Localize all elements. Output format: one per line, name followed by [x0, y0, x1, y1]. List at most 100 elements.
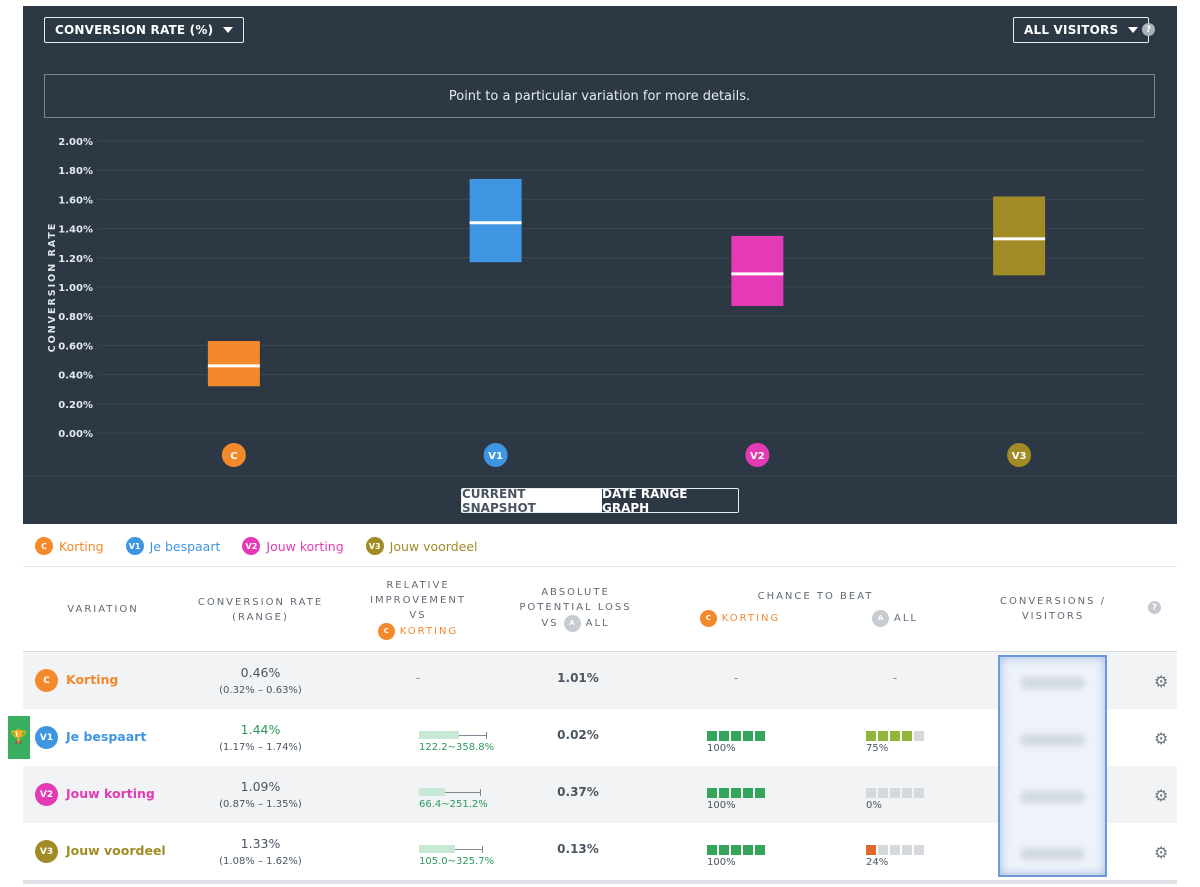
legend-label: Jouw korting: [266, 538, 344, 554]
header-vs-line: VS: [409, 610, 427, 621]
header-chance-to-beat: CHANCE TO BEAT: [757, 591, 874, 602]
improvement-range-bar: [419, 731, 459, 739]
chance-to-beat-all: 0%: [866, 800, 882, 811]
header-potential-loss: ABSOLUTE POTENTIAL LOSS VS A ALL: [513, 585, 638, 632]
variation-badge: V3: [35, 840, 58, 863]
x-badge-v3[interactable]: [1007, 443, 1032, 467]
range-box-v2[interactable]: [731, 235, 784, 306]
conversion-rate-cell: 1.09% (0.87% – 1.35%): [198, 778, 323, 814]
metric-dropdown[interactable]: CONVERSION RATE (%): [44, 17, 245, 43]
legend-label: Jouw voordeel: [389, 538, 478, 554]
legend-item: C Korting: [35, 537, 104, 555]
header-baseline: C KORTING: [377, 623, 458, 640]
variation-name[interactable]: Jouw voordeel: [66, 843, 166, 858]
chance-square: [890, 788, 900, 798]
header-relative-improvement: RELATIVE IMPROVEMENT VS C KORTING: [358, 578, 478, 640]
chance-square: [731, 788, 741, 798]
blurred-value: [1020, 791, 1085, 803]
range-box-c[interactable]: [207, 341, 260, 387]
gear-icon[interactable]: ⚙: [1154, 843, 1169, 862]
help-icon[interactable]: ?: [1142, 23, 1155, 36]
relative-improvement: 66.4~251.2%: [419, 799, 488, 810]
variation-name[interactable]: Je bespaart: [66, 729, 147, 744]
range-box-v1[interactable]: [469, 178, 522, 263]
chance-square: [866, 731, 876, 741]
table-bottom-border: [23, 880, 1177, 884]
conversion-rate: 1.09%: [240, 779, 281, 794]
improvement-cap: [482, 846, 483, 853]
gear-icon[interactable]: ⚙: [1154, 672, 1169, 691]
tab-current-snapshot[interactable]: CURRENT SNAPSHOT: [462, 489, 602, 512]
header-conversion-rate: CONVERSION RATE (RANGE): [193, 595, 328, 625]
tab-date-range-graph[interactable]: DATE RANGE GRAPH: [602, 489, 738, 512]
chance-square: [878, 845, 888, 855]
chance-square: [719, 788, 729, 798]
chance-squares-all: [866, 788, 924, 798]
chance-square: [878, 731, 888, 741]
improvement-range-bar: [419, 845, 455, 853]
chance-square: [755, 788, 765, 798]
y-axis-label: CONVERSION RATE: [47, 222, 58, 353]
chance-square: [890, 845, 900, 855]
header-chance-all-group: A ALL: [872, 610, 918, 627]
median-line-v2: [731, 272, 784, 276]
y-tick-label: 1.80%: [58, 166, 93, 177]
legend-item: V2 Jouw korting: [242, 537, 344, 555]
gear-icon[interactable]: ⚙: [1154, 786, 1169, 805]
chance-korting-label: KORTING: [721, 613, 781, 624]
chance-square: [743, 731, 753, 741]
improvement-range-bar: [419, 788, 445, 796]
y-tick-label: 1.20%: [58, 254, 93, 265]
legend-label: Korting: [59, 538, 104, 554]
blurred-value: [1020, 677, 1085, 689]
header-chance-baseline: C KORTING: [695, 610, 785, 627]
chance-square: [890, 731, 900, 741]
segment-dropdown[interactable]: ALL VISITORS: [1013, 17, 1150, 43]
chance-square: [731, 845, 741, 855]
header-improvement-line: IMPROVEMENT: [370, 595, 466, 606]
y-tick-label: 1.00%: [58, 283, 93, 294]
chance-square: [914, 788, 924, 798]
x-tick-label: V3: [1012, 451, 1027, 462]
x-tick-label: C: [230, 451, 237, 462]
relative-improvement: 105.0~325.7%: [419, 856, 495, 867]
help-icon[interactable]: ?: [1148, 601, 1161, 614]
potential-loss: 0.13%: [557, 842, 599, 856]
header-chance-korting: C KORTING: [699, 610, 781, 627]
conversion-range: (0.32% – 0.63%): [219, 685, 302, 696]
conversion-rate-cell: 0.46% (0.32% – 0.63%): [198, 664, 323, 700]
conversion-range: (0.87% – 1.35%): [219, 799, 302, 810]
relative-improvement: -: [415, 671, 421, 685]
x-badge-v1[interactable]: [483, 443, 508, 467]
range-box-v3[interactable]: [993, 196, 1046, 276]
median-line-c: [207, 364, 260, 368]
segment-dropdown-label: ALL VISITORS: [1024, 23, 1119, 37]
chevron-down-icon: [223, 27, 234, 33]
y-tick-label: 1.60%: [58, 195, 93, 206]
chance-square: [755, 845, 765, 855]
gear-icon[interactable]: ⚙: [1154, 729, 1169, 748]
table-row: V2 Jouw korting 1.09% (0.87% – 1.35%) 66…: [23, 766, 1177, 823]
chance-to-beat-all: -: [892, 671, 898, 685]
x-badge-v2[interactable]: [745, 443, 770, 467]
header-chance-all: A ALL: [865, 610, 925, 627]
conversion-rate-cell: 1.44% (1.17% – 1.74%): [198, 721, 323, 757]
variation-name[interactable]: Jouw korting: [66, 786, 155, 801]
chance-squares-baseline: [707, 788, 765, 798]
chance-square: [707, 731, 717, 741]
variation-badge: V2: [242, 537, 261, 555]
x-tick-label: V2: [750, 451, 765, 462]
chance-square: [902, 731, 912, 741]
improvement-cap: [486, 732, 487, 739]
variation-name[interactable]: Korting: [66, 672, 119, 687]
chance-squares-all: [866, 845, 924, 855]
conversion-range: (1.08% – 1.62%): [219, 856, 302, 867]
chance-to-beat-baseline: -: [733, 671, 739, 685]
chance-square: [866, 845, 876, 855]
chance-square: [707, 845, 717, 855]
y-tick-label: 0.60%: [58, 341, 93, 352]
results-table-header: VARIATION CONVERSION RATE (RANGE) RELATI…: [23, 566, 1177, 652]
chevron-down-icon: [1128, 27, 1139, 33]
x-badge-c[interactable]: [221, 443, 246, 467]
legend-item: V1 Je bespaart: [125, 537, 220, 555]
